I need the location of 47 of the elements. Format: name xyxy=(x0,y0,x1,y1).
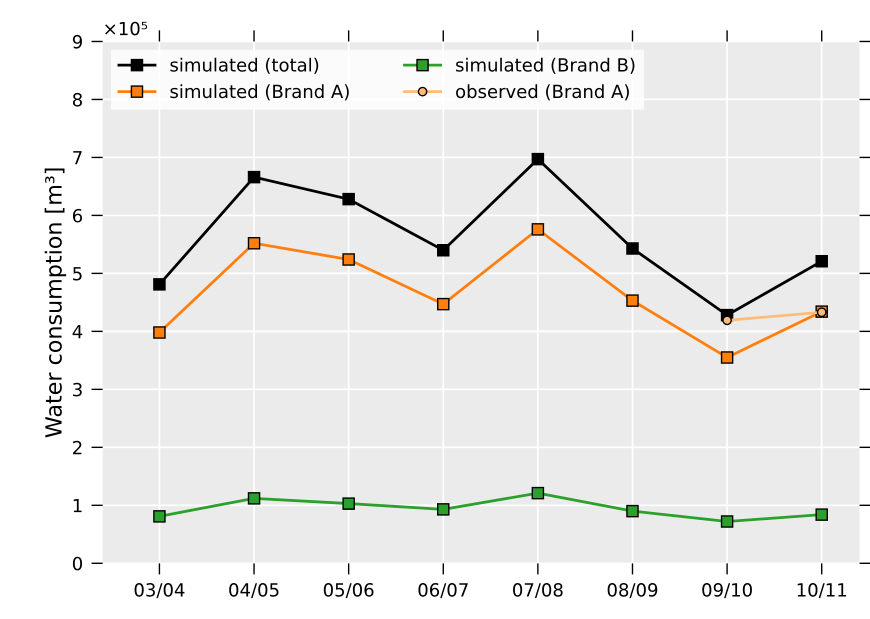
y-tick-label: 4 xyxy=(72,325,82,338)
point xyxy=(532,223,544,236)
point xyxy=(437,298,450,310)
point xyxy=(153,326,166,339)
point xyxy=(153,510,166,523)
point xyxy=(248,170,260,184)
point xyxy=(626,242,639,255)
point xyxy=(626,504,639,518)
y-tick-label: 9 xyxy=(72,34,82,49)
text: ×10⁵ xyxy=(105,22,148,36)
point xyxy=(153,278,166,291)
y-tick-label: 6 xyxy=(72,208,82,223)
y-tick-label: 1 xyxy=(74,499,82,512)
x-tick-label: 09/10 xyxy=(702,583,752,598)
y-tick-label: 7 xyxy=(73,151,82,164)
point xyxy=(720,351,734,364)
legend-label: simulated (total) xyxy=(170,58,318,74)
y-tick-label: 0 xyxy=(72,556,82,570)
point xyxy=(437,503,450,516)
point xyxy=(342,497,355,510)
x-tick-label: 10/11 xyxy=(798,583,846,598)
point xyxy=(626,294,639,307)
point xyxy=(815,508,828,521)
y-tick-label: 3 xyxy=(73,382,82,396)
y-tick-label: 5 xyxy=(73,267,82,281)
legend-label: observed (Brand A) xyxy=(456,84,629,100)
point xyxy=(248,492,260,505)
point xyxy=(437,244,450,256)
point xyxy=(722,315,732,326)
point xyxy=(720,515,734,528)
y-tick-label: 2 xyxy=(73,440,82,454)
point xyxy=(342,253,355,266)
y-tick-label: 8 xyxy=(72,92,82,107)
point xyxy=(248,236,260,250)
x-tick-label: 07/08 xyxy=(513,583,563,598)
x-tick-label: 08/09 xyxy=(608,583,658,598)
point xyxy=(532,152,544,166)
x-tick-label: 05/06 xyxy=(324,583,374,598)
point xyxy=(342,192,355,206)
point xyxy=(815,254,828,268)
x-tick-label: 03/04 xyxy=(134,583,184,598)
x-tick-label: 06/07 xyxy=(418,583,468,598)
x-tick-label: 04/05 xyxy=(229,583,278,598)
legend-label: simulated (Brand A) xyxy=(170,84,349,100)
point xyxy=(532,486,544,500)
legend-label: simulated (Brand B) xyxy=(456,58,634,74)
y-axis-title: Water consumption [m³] xyxy=(44,168,66,438)
